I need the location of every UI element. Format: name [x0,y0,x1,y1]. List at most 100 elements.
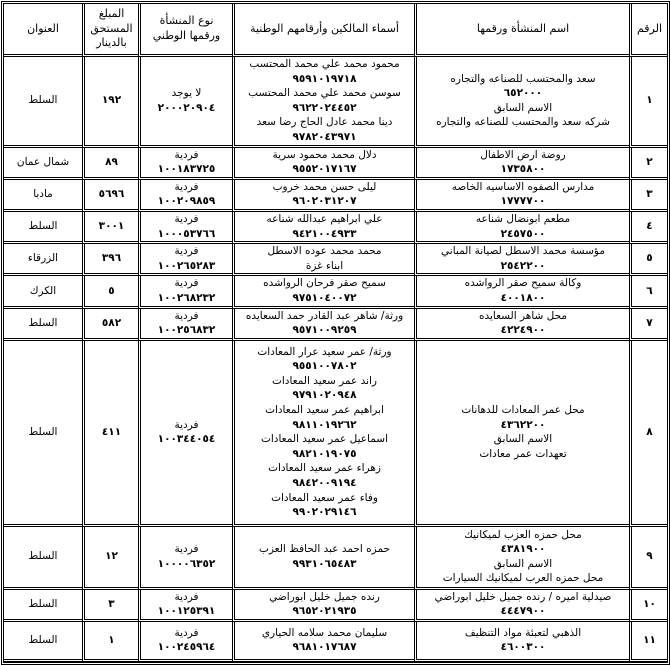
owners-cell-line: ٩٦٢٢٠٢٤٤٥٢ [292,101,357,114]
type-cell-line: ١٠٠٢٠٩٨٥٩ [157,195,216,208]
table-row: ٦ وكالة سميح صقر الرواشده ٤٠٠١٨٠٠ سميح صقر … [4,276,667,309]
header-type: نوع المنشأة ورقمها الوطني [138,4,232,57]
establishment-cell-line: صيدلية اميره / رنده جميل خليل ابوراضي [434,590,612,603]
owners-cell-line: زهراء عمر سعيد المعادات [268,462,381,475]
owners-cell: سميح صقر فرحان الرواشده ٩٧٥١٠٤٠٠٧٢ [232,276,414,309]
row-number: ٣ [629,179,667,212]
establishment-cell-line: ٦٥٢٠٠٠ [503,87,543,100]
owners-cell: محمد محمد عوده الاسطل ابناء غزة [232,244,414,277]
type-cell-line: لا يوجد [171,87,202,100]
type-cell: فردية ١٠٠١٨٣٧٢٥ [138,147,232,180]
type-cell: فردية ١٠٠٢٦٨٢٣٢ [138,276,232,309]
establishment-cell-line: ٢٤٥٧٥٠٠ [500,227,546,240]
header-owners: أسماء المالكين وأرقامهم الوطنية [232,4,414,57]
owners-cell: ورثة/ عمر سعيد عرار المعادات ٩٥٥١٠٠٧٨٠٢ را… [232,340,414,527]
type-cell-line: فردية [174,212,199,225]
owners-cell: حمزه احمد عبد الحافظ العزب ٩٩٣١٠٦٥٤٨٣ [232,526,414,590]
type-cell-line: ١٠٠٢٦٨٢٣٢ [157,291,216,304]
row-number: ٢ [629,147,667,180]
establishment-cell-line: ٤٣٨١٩٠٠ [500,543,546,556]
establishment-cell-line: ١٧٧٧٧٠٠ [500,195,546,208]
establishment-cell-line: محل حمزه العزب لميكانيك [464,528,582,541]
establishment-cell-line: محل عمر المعادات للدهانات [461,404,585,416]
owners-cell-line: ٩٨١١٠١٩٢٦٢ [292,418,357,431]
type-cell-line: ١٠٠١٨٣٧٢٥ [157,163,216,176]
establishment-cell-line: الاسم السابق [493,433,553,446]
establishment-cell-line: ٤٣٦٢٢٠٠ [500,418,546,431]
owners-cell-line: محمد محمد عوده الاسطل [267,245,382,258]
table-row: ١ سعد والمحتسب للصناعه والتجاره ٦٥٢٠٠٠ الاس… [4,57,667,148]
establishment-cell-line: تعهدات عمر معادات [479,447,567,460]
type-cell-line: ١٠٠٠٠٦٣٥٢ [157,557,216,570]
row-number: ١ [629,57,667,148]
owners-cell-line: ٩٥٧١٠٠٩٢٥٩ [292,324,357,337]
owners-cell-line: راند عمر سعيد المعادات [271,374,378,387]
owners-cell-line: اسماعيل عمر سعيد المعادات [261,433,388,446]
table-row: ٧ محل شاهر السعايده ٤٢٢٤٩٠٠ ورثة/ شاهر عبد … [4,308,667,341]
owners-cell-line: علي ابراهيم عبدالله شناعه [266,212,383,225]
table-row: ٥ مؤسسة محمد الاسطل لصيانة المباني ٢٥٤٢٢٠٠… [4,244,667,277]
establishment-cell-line: الاسم السابق [493,101,553,114]
header-amount: المبلغ المستحق بالدينار [82,4,138,57]
establishment-cell-line: ٤٠٠١٨٠٠ [500,291,546,304]
owners-cell-line: ٩٥٩١٠١٩٧١٨ [292,72,357,85]
amount-cell: ٥٦٩٦ [82,179,138,212]
type-cell-line: فردية [174,590,199,603]
type-cell: لا يوجد ٢٠٠٠٢٠٩٠٤ [138,57,232,148]
owners-cell-line: ورثة/ عمر سعيد عرار المعادات [257,345,392,358]
owners-cell-line: ٩٦٠٢٠٣١٢٠٧ [292,195,357,208]
address-cell: السلط [4,57,82,148]
type-cell: فردية ١٠٠٠٥٣٧٦٦ [138,211,232,245]
type-cell-line: ١٠٠٣٤٤٠٥٤ [157,433,216,446]
address-cell: السلط [4,309,82,341]
table-row: ١١ الذهبي لتعبئة مواد التنظيف ٤٦٠٠٣٠٠ سليما… [4,621,667,662]
establishment-cell: وكالة سميح صقر الرواشده ٤٠٠١٨٠٠ [414,276,629,309]
address-cell: الكرك [4,276,82,309]
owners-cell: ورثة/ شاهر عبد القادر حمد السعايده ٩٥٧١٠٠… [232,308,414,341]
type-cell: فردية ١٠٠٠٠٦٣٥٢ [138,526,232,590]
table-header-row: الرقم اسم المنشأة ورقمها أسماء المالكين … [4,4,667,57]
owners-cell-line: رنده جميل خليل ابوراضي [269,590,380,603]
owners-cell-line: ٩٦٥٢٠٢١٩٣٥ [292,605,357,618]
owners-cell-line: ٩٤٢١٠٠٤٩٣٣ [292,227,357,240]
owners-cell-line: ورثة/ شاهر عبد القادر حمد السعايده [245,309,404,322]
table-body: ١ سعد والمحتسب للصناعه والتجاره ٦٥٢٠٠٠ الاس… [4,57,667,662]
establishment-cell: روضة ارض الاطفال ١٧٣٥٨٠٠ [414,147,629,180]
establishment-cell-line: ٤٦٠٠٣٠٠ [500,641,546,654]
owners-cell-line: ابناء غزة [305,259,344,272]
owners-cell-line: ٩٦٨١٠١٧٦٨٧ [292,641,357,654]
type-cell: فردية ١٠٠٢٦٥٢٨٣ [138,244,232,277]
owners-cell-line: ٩٩٠٢٠٢٩١٤٦ [292,506,357,519]
amount-cell: ٣٩٦ [82,244,138,277]
establishment-cell: مؤسسة محمد الاسطل لصيانة المباني ٢٥٤٢٢٠٠ [414,244,629,277]
row-number: ٥ [629,244,667,277]
row-number: ١٠ [629,589,667,622]
amount-cell: ٤١١ [82,340,138,527]
row-number: ٩ [629,526,667,590]
row-number: ٨ [629,340,667,527]
owners-cell-line: ٩٨٤٢٠٠٩١٩٤ [292,476,357,489]
type-cell-line: فردية [174,148,199,161]
address-cell: السلط [4,527,82,590]
row-number: ٧ [629,308,667,341]
amount-cell: ٣ [82,589,138,622]
type-cell-line: ١٠٠٠٥٣٧٦٦ [157,227,216,240]
establishment-cell: الذهبي لتعبئة مواد التنظيف ٤٦٠٠٣٠٠ [414,621,629,662]
owners-cell-line: ليلى حسن محمد خروب [272,180,377,193]
address-cell: شمال عمان [4,148,82,180]
establishment-cell-line: محل حمزه العرب لميكانيك السيارات [442,572,604,585]
owners-cell-line: ٩٥٥٢٠١٧١٦٧ [292,163,357,176]
type-cell-line: فردية [174,180,199,193]
owners-cell-line: سميح صقر فرحان الرواشده [263,277,386,290]
owners-cell: محمود محمد علي محمد المحتسب ٩٥٩١٠١٩٧١٨ سوس… [232,57,414,148]
type-cell-line: فردية [174,245,199,258]
establishment-cell-line: مدارس الصفوه الاساسيه الخاصه [451,180,595,193]
address-cell: السلط [4,590,82,622]
owners-cell-line: سوسن محمد علي محمد المحتسب [248,87,401,100]
owners-cell: علي ابراهيم عبدالله شناعه ٩٤٢١٠٠٤٩٣٣ [232,211,414,245]
table-row: ٩ محل حمزه العزب لميكانيك ٤٣٨١٩٠٠ الاسم الس… [4,526,667,590]
table-row: ٤ مطعم ابونضال شناعه ٢٤٥٧٥٠٠ علي ابراهيم عب… [4,211,667,245]
type-cell-line: ١٠٠٢٤٥٩٦٤ [157,641,216,654]
owners-cell-line: ٩٩٣١٠٦٥٤٨٣ [292,557,357,570]
